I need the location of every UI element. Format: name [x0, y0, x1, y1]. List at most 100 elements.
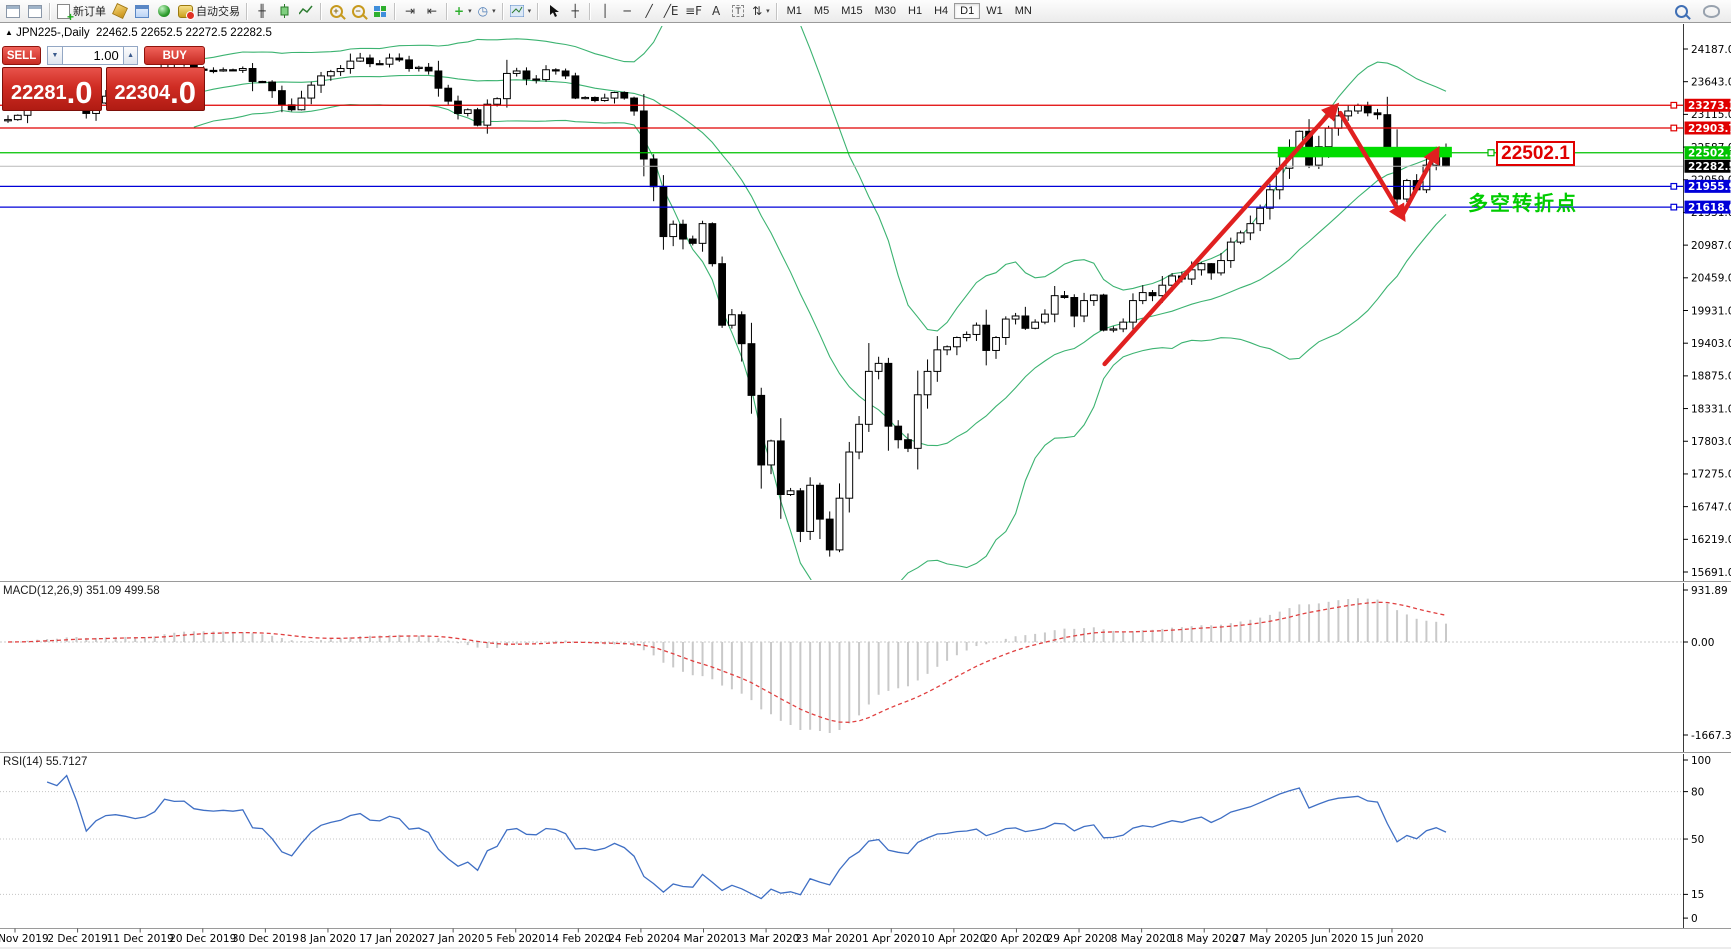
- svg-text:0: 0: [1691, 913, 1698, 925]
- buy-price-box[interactable]: 22304 .0: [105, 67, 205, 111]
- periods-button[interactable]: ◷ ▾: [475, 2, 499, 21]
- arrows-tool-button[interactable]: ⇅ ▾: [749, 2, 773, 21]
- toolbar-separator: [589, 2, 592, 20]
- lot-increase-button[interactable]: ▲: [122, 46, 139, 65]
- macd-label: MACD(12,26,9) 351.09 499.58: [3, 585, 160, 597]
- zoom-out-button[interactable]: −: [347, 2, 369, 21]
- indicators-plus-icon: +: [454, 4, 465, 18]
- sell-price-box[interactable]: 22281 .0: [2, 67, 102, 111]
- cursor-tool-button[interactable]: [542, 2, 564, 21]
- svg-text:22903.7: 22903.7: [1688, 123, 1731, 135]
- navigator-button[interactable]: [153, 2, 175, 21]
- candlestick-chart-button[interactable]: [273, 2, 295, 21]
- bar-chart-icon: ╫: [258, 4, 266, 18]
- vertical-line-tool-button[interactable]: │: [594, 2, 616, 21]
- price-axis[interactable]: 24187.023643.023115.022587.022059.021531…: [1683, 44, 1731, 925]
- chat-button[interactable]: [1700, 2, 1723, 21]
- svg-text:24187.0: 24187.0: [1691, 44, 1731, 56]
- sell-button[interactable]: SELL: [2, 46, 42, 65]
- svg-text:17803.0: 17803.0: [1691, 436, 1731, 448]
- timeframe-mn[interactable]: MN: [1014, 5, 1032, 17]
- indicators-button[interactable]: + ▾: [451, 2, 475, 21]
- svg-text:5 Feb 2020: 5 Feb 2020: [486, 933, 545, 945]
- order-controls-row: SELL ▼ ▲ BUY: [2, 46, 206, 65]
- svg-text:20987.0: 20987.0: [1691, 240, 1731, 252]
- timeframe-m30[interactable]: M30: [874, 5, 897, 17]
- profiles-button[interactable]: [24, 2, 46, 21]
- channel-tool-button[interactable]: ╱E: [660, 2, 682, 21]
- new-order-button[interactable]: 新订单: [54, 2, 109, 24]
- line-chart-button[interactable]: [295, 2, 317, 21]
- templates-button[interactable]: ▾: [507, 2, 535, 21]
- data-window-button[interactable]: [131, 2, 153, 21]
- svg-text:29 Apr 2020: 29 Apr 2020: [1047, 933, 1112, 945]
- symbol-marker-icon: ▲: [5, 28, 13, 37]
- svg-text:10 Apr 2020: 10 Apr 2020: [921, 933, 986, 945]
- new-order-label: 新订单: [73, 6, 106, 18]
- autotrading-button[interactable]: 自动交易: [175, 2, 243, 21]
- bar-chart-button[interactable]: ╫: [251, 2, 273, 21]
- timeframe-m1[interactable]: M1: [786, 5, 802, 17]
- vertical-line-icon: │: [601, 4, 609, 18]
- timeframe-m5[interactable]: M5: [813, 5, 830, 17]
- market-watch-button[interactable]: [109, 2, 131, 21]
- rsi-panel: [0, 774, 1683, 900]
- svg-text:4 Mar 2020: 4 Mar 2020: [674, 933, 734, 945]
- svg-text:20 Apr 2020: 20 Apr 2020: [984, 933, 1049, 945]
- chart-window-button[interactable]: [2, 2, 24, 21]
- svg-text:1 Apr 2020: 1 Apr 2020: [862, 933, 920, 945]
- toolbar-separator: [394, 2, 396, 20]
- buy-button[interactable]: BUY: [144, 46, 206, 65]
- tile-windows-button[interactable]: [369, 2, 391, 21]
- fibonacci-icon: ≡F: [685, 4, 703, 18]
- dropdown-icon: ▾: [527, 8, 532, 15]
- auto-scroll-button[interactable]: ⇥: [399, 2, 421, 21]
- timeframe-d1[interactable]: D1: [954, 3, 981, 19]
- dropdown-icon: ▾: [766, 8, 770, 15]
- svg-text:20459.0: 20459.0: [1691, 273, 1731, 285]
- macd-signal-value: 499.58: [124, 585, 160, 597]
- svg-text:23643.0: 23643.0: [1691, 76, 1731, 88]
- horizontal-line-tool-button[interactable]: ─: [616, 2, 638, 21]
- market-watch-icon: [112, 3, 128, 19]
- timeframe-w1[interactable]: W1: [986, 5, 1003, 17]
- timeframe-m15[interactable]: M15: [841, 5, 863, 17]
- toolbar-separator: [246, 2, 248, 20]
- svg-text:50: 50: [1691, 834, 1704, 846]
- svg-text:23273.1: 23273.1: [1688, 100, 1731, 112]
- lot-decrease-button[interactable]: ▼: [47, 46, 63, 65]
- price-callout-box: 22502.1: [1496, 141, 1575, 166]
- timeframe-h4[interactable]: H4: [934, 5, 949, 17]
- candles: [4, 52, 1450, 557]
- svg-text:17 Jan 2020: 17 Jan 2020: [359, 933, 422, 945]
- zoom-in-button[interactable]: +: [325, 2, 347, 21]
- text-tool-button[interactable]: A: [705, 2, 727, 21]
- chart-shift-button[interactable]: ⇤: [421, 2, 443, 21]
- main-toolbar: 新订单 自动交易 ╫ + − ⇥ ⇤ +▾ ◷▾ ▾ ┼ │ ─ ╱ ╱E ≡F…: [0, 0, 1731, 24]
- crosshair-tool-button[interactable]: ┼: [564, 2, 586, 21]
- lot-size-input[interactable]: [62, 46, 123, 65]
- label-tool-button[interactable]: T: [727, 2, 749, 21]
- label-tool-icon: T: [732, 5, 744, 17]
- dropdown-icon: ▾: [492, 8, 496, 15]
- svg-text:8 Jan 2020: 8 Jan 2020: [300, 933, 356, 945]
- turning-point-note: 多空转折点: [1468, 193, 1578, 215]
- search-button[interactable]: [1670, 2, 1692, 21]
- timeframe-h1[interactable]: H1: [908, 5, 923, 17]
- svg-text:15: 15: [1691, 889, 1704, 901]
- trendline-tool-button[interactable]: ╱: [638, 2, 660, 21]
- buy-price: 22304: [114, 82, 171, 104]
- toolbar-separator: [501, 2, 504, 20]
- fibonacci-tool-button[interactable]: ≡F: [682, 2, 705, 21]
- chart-frame: [0, 23, 1731, 949]
- svg-text:931.89: 931.89: [1691, 585, 1728, 597]
- data-window-icon: [135, 4, 149, 18]
- channel-icon: ╱E: [663, 4, 679, 18]
- tile-windows-icon: [374, 5, 386, 17]
- zoom-in-icon: +: [329, 4, 343, 18]
- svg-text:5 Jun 2020: 5 Jun 2020: [1301, 933, 1357, 945]
- trendline-icon: ╱: [645, 4, 653, 18]
